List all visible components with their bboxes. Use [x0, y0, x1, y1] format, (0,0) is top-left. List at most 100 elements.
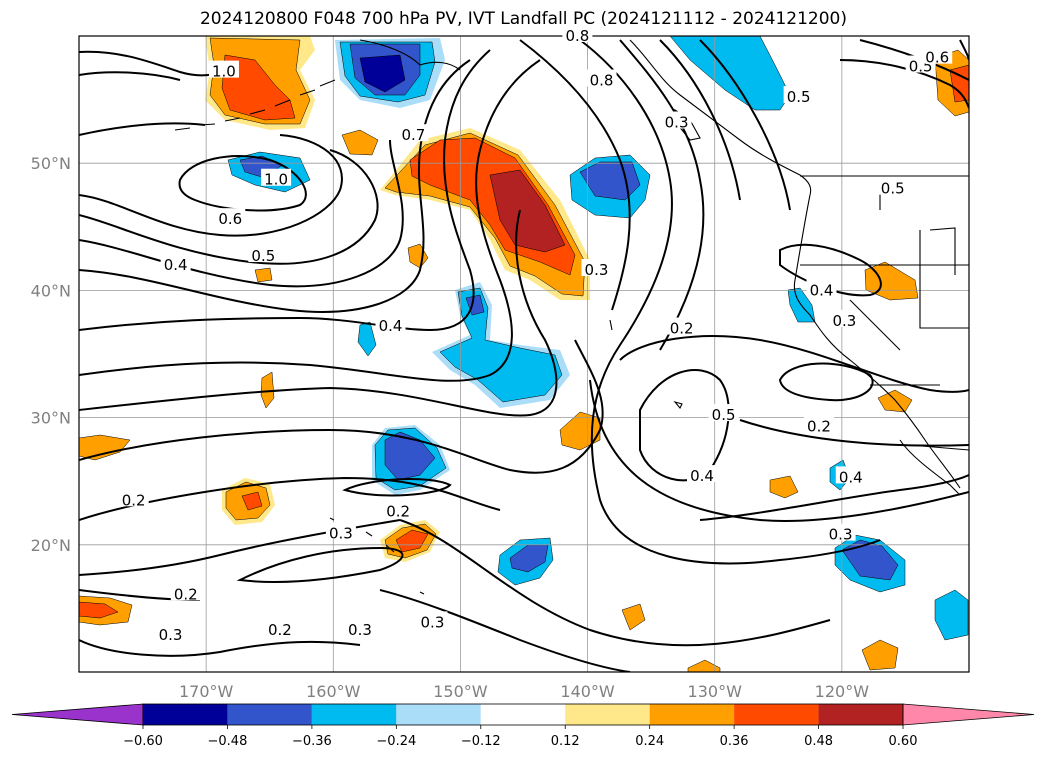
latitude-labels: 50°N 40°N 30°N 20°N [31, 154, 71, 555]
contour-label: 1.0 [212, 63, 236, 81]
contour-label-bg [806, 279, 837, 297]
contour-labels: 1.0 1.0 0.8 0.8 0.7 0.6 0.5 0.4 0.4 0.3 0.3 0.2 0.5 0… [118, 25, 953, 644]
negative-anomaly-region [934, 589, 969, 641]
positive-anomaly-region [489, 169, 566, 253]
negative-anomaly-region [841, 539, 899, 581]
contour-label-bg [170, 583, 201, 601]
positive-anomaly-region [341, 129, 379, 156]
contour-label: 0.3 [421, 613, 445, 631]
contour-label: 0.6 [925, 49, 949, 67]
positive-anomaly-region [877, 389, 913, 413]
contour-label-bg [825, 523, 856, 541]
contour-label-bg [118, 489, 149, 507]
state-border [849, 299, 901, 351]
state-border [919, 230, 969, 329]
colorbar-segment [311, 704, 397, 725]
lat-label: 20°N [31, 536, 71, 555]
lat-label: 50°N [31, 154, 71, 173]
contour-label-bg [344, 619, 375, 637]
positive-anomaly-region [861, 639, 899, 671]
aleutian-islands [174, 79, 336, 131]
contour-label: 0.2 [174, 585, 198, 603]
contour-label: 0.3 [665, 113, 689, 131]
contour-label-bg [803, 415, 834, 433]
colorbar-segment [480, 704, 566, 725]
contour-label-bg [264, 619, 295, 637]
contour-label-bg [581, 259, 612, 277]
bc-coast [629, 39, 812, 196]
positive-anomaly-region [769, 475, 799, 499]
contour-line [589, 379, 969, 522]
contour-line [659, 39, 741, 201]
baja-coast [899, 439, 961, 496]
colorbar-tick-label: −0.48 [208, 734, 248, 749]
lon-label: 130°W [688, 682, 743, 701]
contour-label: 0.5 [251, 247, 275, 265]
contour-label-bg [829, 309, 860, 327]
contour-label: 0.2 [670, 320, 694, 338]
colorbar-frame [142, 703, 904, 726]
contour-label-bg [661, 111, 692, 129]
contour-label: 0.8 [565, 27, 589, 45]
contour-label: 0.4 [690, 467, 714, 485]
contour-label: 0.3 [348, 621, 372, 639]
positive-anomaly-region [949, 64, 969, 103]
contour-label-bg [417, 611, 448, 629]
contour-label-bg [922, 46, 953, 64]
contour-label: 0.4 [164, 256, 188, 274]
contour-label-bg [383, 500, 414, 518]
positive-anomaly-region [559, 411, 601, 451]
positive-anomaly-region [687, 659, 721, 672]
longitude-labels: 170°W 160°W 150°W 140°W 130°W 120°W [179, 682, 869, 701]
contour-line [79, 139, 404, 288]
contour-label-bg [708, 404, 739, 422]
positive-anomaly-region [79, 601, 119, 619]
small-island [673, 400, 683, 409]
contour-label-bg [248, 245, 279, 263]
contour-label: 0.7 [401, 126, 425, 144]
negative-anomaly-region [384, 431, 436, 481]
contour-line [399, 519, 831, 647]
contour-line [236, 546, 404, 583]
positive-anomaly-region [221, 54, 296, 121]
contour-line [79, 134, 343, 237]
contour-line [342, 478, 452, 497]
colorbar-tick-label: 0.60 [889, 734, 918, 749]
contour-line [79, 639, 361, 657]
lon-label: 160°W [306, 682, 361, 701]
mexico-border [909, 444, 969, 451]
contour-label: 0.4 [379, 317, 403, 335]
contour-label: 0.2 [386, 503, 410, 521]
contour-label: 0.6 [218, 210, 242, 228]
positive-anomaly-region [254, 267, 273, 283]
lat-label: 40°N [31, 281, 71, 300]
contour-line [778, 362, 874, 402]
contour-label: 0.3 [329, 524, 353, 542]
contour-label-bg [835, 466, 866, 484]
contour-line [79, 122, 206, 136]
colorbar-extend-low [11, 703, 144, 726]
coastline [174, 39, 969, 595]
contour-label: 0.3 [585, 261, 609, 279]
small-island [419, 591, 425, 595]
contour-label-bg [160, 253, 191, 271]
contour-line [699, 474, 969, 521]
colorbar-tick-label: −0.36 [292, 734, 332, 749]
colorbar-tick-label: 0.24 [635, 734, 664, 749]
contour-label: 0.5 [881, 180, 905, 198]
contour-label: 0.2 [122, 491, 146, 509]
contour-line [79, 71, 181, 81]
contour-line [79, 149, 379, 265]
colorbar-tick-label: −0.12 [461, 734, 501, 749]
contour-line [178, 155, 307, 212]
contour-label-bg [375, 315, 406, 333]
contour-label: 0.4 [810, 281, 834, 299]
contour-label-bg [325, 522, 356, 540]
colorbar-tick-label: 0.12 [551, 734, 580, 749]
negative-anomaly-region [359, 54, 406, 93]
contour-line [79, 49, 491, 332]
lon-label: 150°W [433, 682, 488, 701]
small-island [609, 319, 613, 331]
contour-label: 0.2 [807, 418, 831, 436]
contour-label-bg [261, 168, 292, 186]
